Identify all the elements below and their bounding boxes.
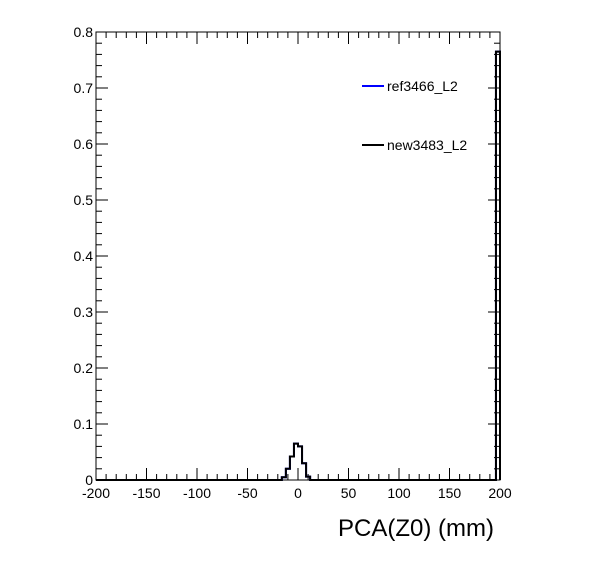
- x-tick-label: 150: [438, 485, 462, 501]
- series-layer: [96, 50, 501, 481]
- x-tick-label: 50: [341, 485, 357, 501]
- x-tick-label: -50: [237, 485, 257, 501]
- y-tick-label: 0: [85, 472, 93, 488]
- y-tick-label: 0.8: [74, 24, 94, 40]
- legend: ref3466_L2 new3483_L2: [362, 78, 467, 153]
- x-tick-label: -200: [82, 485, 110, 501]
- x-tick-label: -150: [132, 485, 160, 501]
- x-tick-label: -100: [183, 485, 211, 501]
- x-tick-label: 100: [387, 485, 411, 501]
- x-axis-label: PCA(Z0) (mm): [338, 515, 494, 542]
- y-tick-label: 0.5: [74, 192, 94, 208]
- y-tick-label: 0.2: [74, 360, 94, 376]
- y-tick-label: 0.4: [74, 248, 94, 264]
- x-tick-label: 0: [294, 485, 302, 501]
- y-tick-label: 0.7: [74, 80, 94, 96]
- histogram-series-line: [96, 50, 501, 481]
- plot-frame: [95, 31, 501, 481]
- legend-entry-label: new3483_L2: [387, 137, 467, 153]
- y-tick-label: 0.1: [74, 416, 94, 432]
- y-tick-label: 0.6: [74, 136, 94, 152]
- x-tick-label: 200: [488, 485, 512, 501]
- legend-entry-label: ref3466_L2: [387, 78, 458, 94]
- y-tick-label: 0.3: [74, 304, 94, 320]
- axis-tick-labels: -200 -150 -100 -50 0 50 100 150 200 0 0.1 0.2 0.3 0.4…: [74, 24, 512, 501]
